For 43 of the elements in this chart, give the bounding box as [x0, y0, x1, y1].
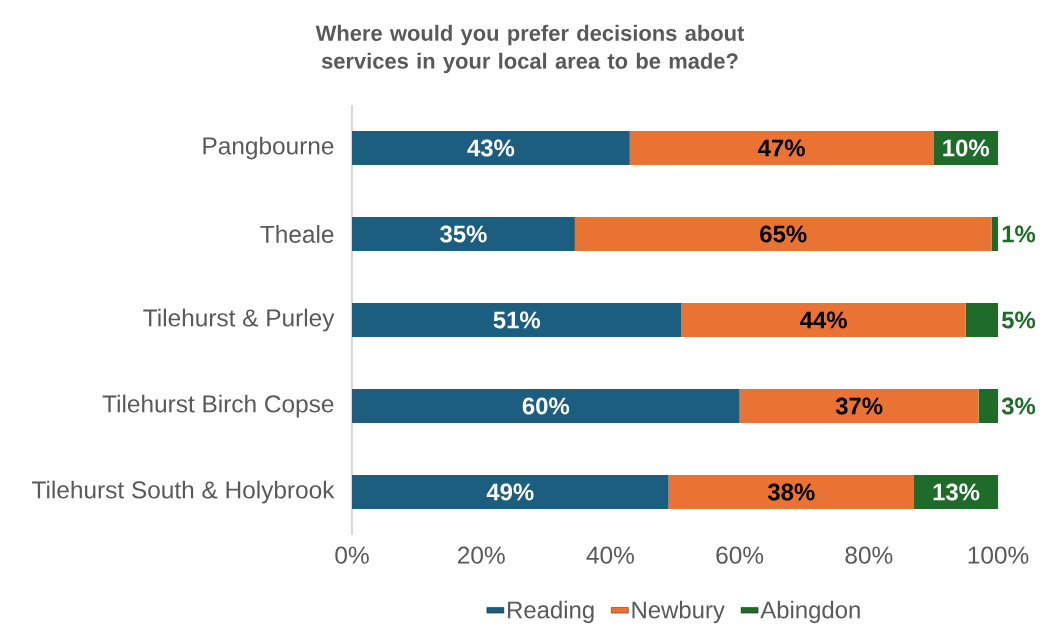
legend-label: Newbury — [632, 600, 725, 624]
y-tick-label: Theale — [260, 225, 334, 243]
y-tick-label: Tilehurst South & Holybrook — [32, 480, 335, 504]
data-label: 43% — [467, 139, 515, 157]
data-label: 3% — [1001, 397, 1036, 415]
x-tick-label: 0% — [335, 546, 369, 564]
bar — [352, 475, 669, 509]
x-tick-label: 80% — [845, 546, 893, 564]
bar — [978, 389, 999, 423]
data-label: 51% — [493, 311, 541, 329]
data-label: 38% — [767, 483, 815, 501]
y-tick-label: Tilehurst & Purley — [143, 308, 335, 332]
y-tick-label: Pangbourne — [203, 136, 334, 160]
bar — [352, 389, 740, 423]
x-tick-label: 60% — [716, 546, 764, 564]
bar — [352, 217, 575, 251]
legend-label: Abingdon — [760, 600, 860, 624]
data-label: 37% — [835, 397, 883, 415]
x-tick-label: 100% — [968, 546, 1029, 564]
bar — [739, 389, 979, 423]
data-label: 60% — [522, 397, 570, 415]
data-label: 10% — [943, 139, 989, 157]
data-label: 65% — [760, 225, 807, 243]
bar — [629, 131, 934, 165]
bar — [681, 303, 966, 337]
bar — [668, 475, 915, 509]
data-label: 44% — [800, 311, 847, 329]
bar — [352, 131, 630, 165]
bar — [991, 217, 999, 251]
x-tick-label: 40% — [586, 546, 634, 564]
data-label: 49% — [486, 483, 534, 501]
y-tick-label: Tilehurst Birch Copse — [102, 394, 334, 418]
bar — [352, 303, 682, 337]
data-label: 1% — [1002, 225, 1036, 243]
bar — [574, 217, 992, 251]
x-tick-label: 20% — [458, 546, 505, 564]
data-label: 5% — [1001, 311, 1036, 329]
data-label: 47% — [758, 139, 805, 157]
legend-label: Reading — [508, 600, 594, 624]
bar — [965, 303, 999, 337]
data-label: 13% — [933, 483, 980, 501]
data-label: 35% — [440, 225, 487, 243]
chart-title: Where would you prefer decisions about services in your local area to be made? — [315, 24, 745, 74]
